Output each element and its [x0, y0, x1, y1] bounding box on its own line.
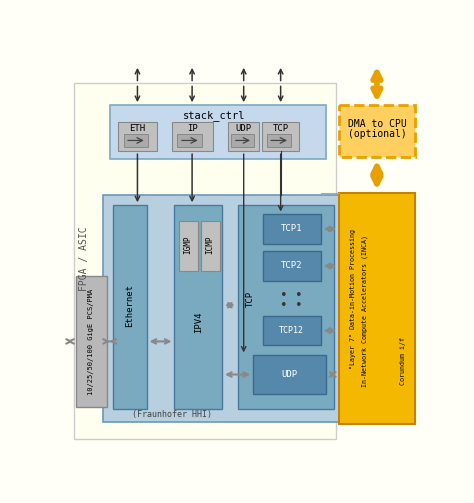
Text: UDP: UDP: [281, 370, 297, 379]
Text: (Fraunhofer HHI): (Fraunhofer HHI): [132, 410, 212, 419]
Text: TCP: TCP: [273, 124, 289, 133]
Text: IP: IP: [187, 124, 198, 133]
Bar: [177, 134, 202, 146]
Bar: [179, 220, 198, 271]
Text: ICMP: ICMP: [205, 236, 214, 255]
Bar: [237, 205, 334, 409]
Text: IGMP: IGMP: [184, 236, 193, 255]
Bar: [267, 134, 292, 146]
Text: DMA to CPU: DMA to CPU: [347, 119, 406, 128]
Text: stack_ctrl: stack_ctrl: [183, 110, 246, 121]
Text: TCP2: TCP2: [281, 262, 302, 271]
Bar: [103, 195, 341, 422]
Bar: [263, 252, 321, 281]
Bar: [110, 105, 326, 159]
Bar: [113, 205, 146, 409]
Bar: [228, 122, 259, 151]
Bar: [263, 214, 321, 243]
Bar: [174, 205, 222, 409]
Bar: [262, 122, 299, 151]
Text: UDP: UDP: [236, 124, 252, 133]
Text: In-Network Compute Accelerators (INCA): In-Network Compute Accelerators (INCA): [361, 234, 368, 387]
Text: • •: • •: [280, 299, 303, 312]
Text: Ethernet: Ethernet: [125, 284, 134, 327]
Bar: [172, 122, 213, 151]
Bar: [118, 122, 157, 151]
Bar: [339, 193, 415, 424]
Text: TCP: TCP: [246, 291, 255, 307]
Text: TCP1: TCP1: [281, 224, 302, 233]
Bar: [339, 105, 415, 157]
Bar: [124, 134, 148, 146]
Bar: [263, 316, 321, 345]
Text: (optional): (optional): [347, 129, 406, 139]
Text: "Layer 7" Data-in-Motion Processing: "Layer 7" Data-in-Motion Processing: [350, 229, 356, 369]
Text: Corundum i/f: Corundum i/f: [400, 337, 406, 385]
Text: IPV4: IPV4: [194, 311, 203, 333]
Text: 10/25/50/100 GigE PCS/PMA: 10/25/50/100 GigE PCS/PMA: [88, 288, 94, 394]
Bar: [74, 83, 336, 439]
Text: TCP12: TCP12: [279, 326, 304, 335]
Bar: [76, 276, 107, 407]
Text: ETH: ETH: [129, 124, 146, 133]
Text: FPGA / ASIC: FPGA / ASIC: [79, 227, 89, 291]
Text: • •: • •: [280, 289, 303, 302]
Bar: [231, 134, 255, 146]
Bar: [253, 355, 326, 394]
Bar: [201, 220, 220, 271]
